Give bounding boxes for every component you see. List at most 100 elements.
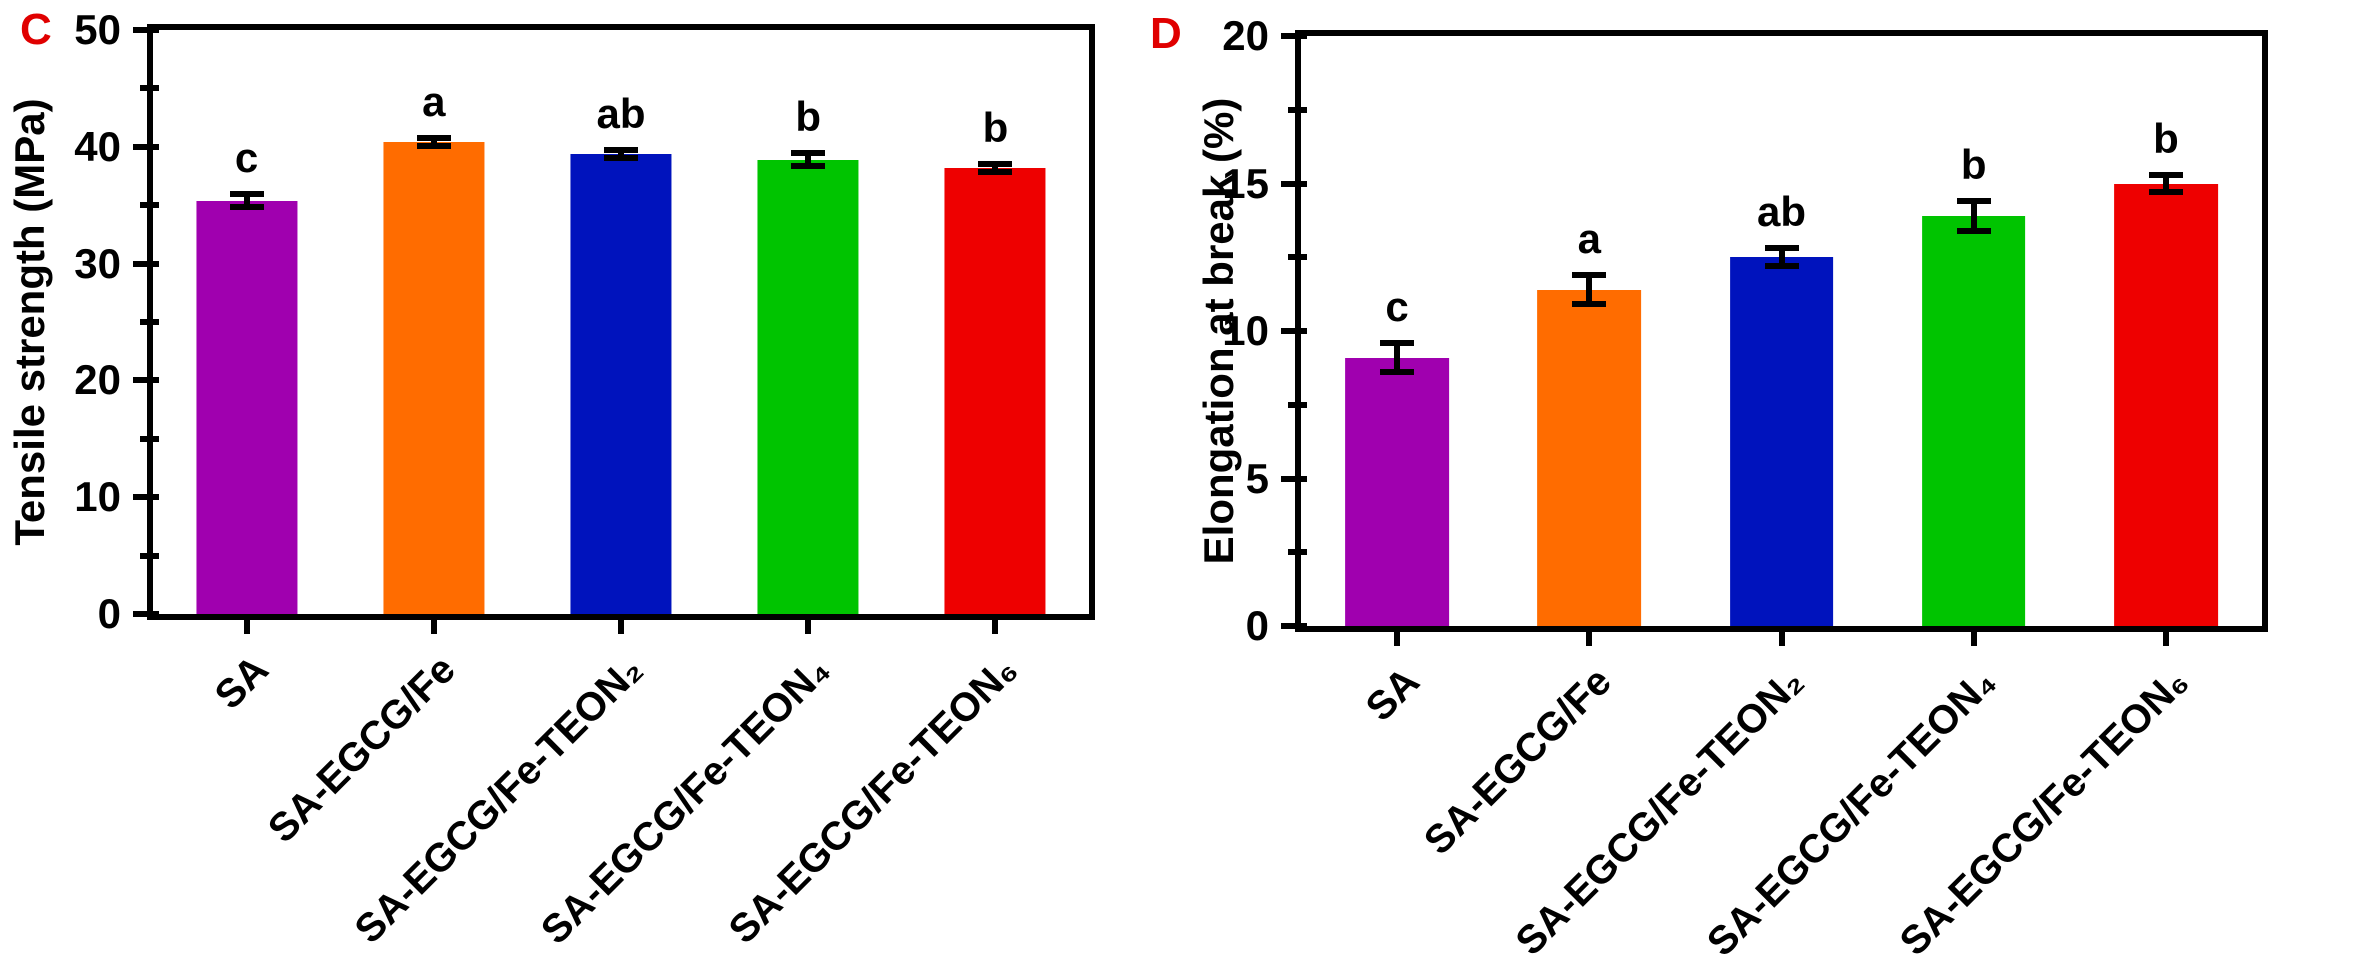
y-tick-label: 30 [74,239,121,287]
x-tick [1970,626,1977,646]
error-bar-line [1394,339,1401,376]
panel-c: Tensile strength (MPa) c SA a SA-EGCG/Fe [6,9,1095,953]
sig-letter: b [2153,114,2179,162]
bar-group-sa-egcg-fe-teon2: ab SA-EGCG/Fe-TEON₂ [1507,36,1877,964]
y-major-tick [1281,33,1307,39]
bar-group-sa: c SA [1301,36,1493,730]
sig-letter: b [795,93,822,141]
y-major-tick [1281,623,1307,629]
x-tick [618,614,624,634]
error-bar [1380,339,1415,376]
x-tick [2162,626,2169,646]
x-tick [243,614,250,634]
y-major-tick [133,27,159,33]
x-tick [992,614,999,634]
panel-d-letter: D [1150,9,1182,58]
error-bar [978,160,1013,175]
error-bar-line [805,150,812,169]
y-minor-tick [1288,106,1307,113]
panel-d: Elongation at break (%) c SA a SA-EGCG/F… [1183,0,2366,975]
x-label: SA [1357,659,1428,730]
panel-c-letter: C [20,5,52,54]
x-tick [430,614,437,634]
y-minor-tick [140,85,159,92]
bar-group-sa-egcg-fe: a SA-EGCG/Fe [260,30,527,851]
sig-letter: c [234,134,259,182]
y-tick-label: 40 [74,122,121,170]
error-bar-line [1778,245,1785,270]
bar-sa-egcg-fe-teon6 [944,167,1046,614]
sig-letter: b [1960,141,1987,189]
x-label: SA-EGCG/Fe [260,647,465,852]
x-tick [805,614,812,634]
bar-sa-egcg-fe-teon6 [2114,183,2218,626]
error-bar-line [2162,171,2169,196]
x-tick [1778,626,1785,646]
y-minor-tick [140,435,159,442]
y-tick-label: 0 [97,590,121,637]
bar-group-sa-egcg-fe-teon4: b SA-EGCG/Fe-TEON₄ [533,30,902,953]
y-tick-label: 10 [1222,307,1269,354]
panel-d-bars: c SA a SA-EGCG/Fe ab SA-EGCG/Fe-TEON₂ [1301,36,2262,965]
bar-sa-egcg-fe-teon2 [1729,257,1834,626]
y-tick-label: 0 [1245,602,1269,649]
error-bar [604,146,638,161]
error-bar [229,191,264,210]
x-label: SA-EGCG/Fe [1415,659,1620,864]
y-major-tick [133,377,159,384]
y-major-tick [1281,180,1307,187]
y-minor-tick [1288,549,1307,556]
error-bar [791,150,826,169]
y-tick-label: 5 [1245,454,1269,502]
sig-letter: c [1385,282,1409,330]
bar-group-sa-egcg-fe-teon4: b SA-EGCG/Fe-TEON₄ [1699,36,2070,965]
bar-sa-egcg-fe-teon4 [1921,215,2026,626]
y-minor-tick [140,319,159,325]
x-tick [1586,626,1593,646]
error-bar-line [992,160,999,175]
y-major-tick [133,260,159,267]
bar-group-sa-egcg-fe: a SA-EGCG/Fe [1416,36,1685,863]
y-tick-label: 20 [1222,12,1269,59]
y-minor-tick [1288,401,1307,408]
y-minor-tick [1288,254,1307,261]
y-major-tick [1281,475,1307,482]
bar-sa-egcg-fe-teon2 [570,153,672,614]
error-bar-line [618,146,624,161]
bar-sa-egcg-fe-teon4 [757,159,859,614]
y-major-tick [133,494,159,501]
y-major-tick [1281,328,1307,334]
error-bar [1572,272,1607,308]
error-bar-line [430,135,437,150]
bar-sa-egcg-fe [1537,289,1642,626]
panel-c-plot-area: c SA a SA-EGCG/Fe ab SA-EGCG/Fe-TEON₂ [74,9,1095,953]
panel-c-bars: c SA a SA-EGCG/Fe ab SA-EGCG/Fe-TEON₂ [153,30,1089,953]
error-bar-line [243,191,250,210]
error-bar-line [1586,272,1593,308]
bar-group-sa: c SA [153,30,340,718]
bar-sa [1345,357,1449,626]
bar-group-sa-egcg-fe-teon2: ab SA-EGCG/Fe-TEON₂ [347,30,714,952]
y-major-tick [133,611,159,617]
y-tick-label: 20 [74,356,121,404]
y-tick-label: 15 [1222,159,1269,207]
y-tick-label: 50 [74,6,121,53]
error-bar-line [1970,198,1977,234]
sig-letter: ab [596,89,646,137]
panel-d-plot-area: c SA a SA-EGCG/Fe ab SA-EGCG/Fe-TEON₂ [1222,15,2268,965]
error-bar [416,135,451,150]
error-bar [1956,198,1991,235]
sig-letter: b [982,103,1009,151]
bar-sa-egcg-fe [383,142,485,614]
y-tick-label: 10 [74,473,121,521]
x-tick [1394,626,1401,646]
bar-group-sa-egcg-fe-teon6: b SA-EGCG/Fe-TEON₆ [1892,36,2262,964]
y-minor-tick [140,552,159,559]
sig-letter: a [422,78,446,126]
sig-letter: ab [1756,188,1807,236]
y-major-tick [133,143,159,150]
x-label: SA [206,647,278,718]
bar-sa [196,200,298,614]
sig-letter: a [1577,215,1601,262]
